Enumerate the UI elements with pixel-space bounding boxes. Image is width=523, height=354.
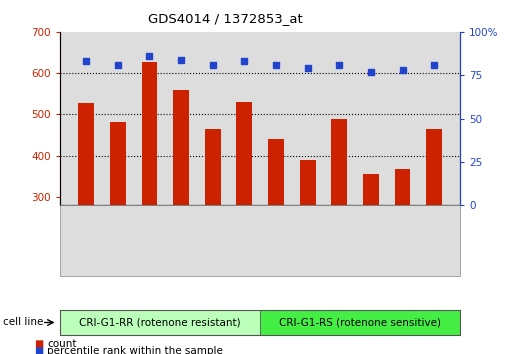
Bar — [236, 103, 252, 205]
Text: ■: ■ — [35, 339, 44, 349]
Text: cell line: cell line — [3, 318, 43, 327]
Text: ■: ■ — [35, 346, 44, 354]
Point — [145, 53, 154, 59]
Text: percentile rank within the sample: percentile rank within the sample — [47, 346, 223, 354]
Bar — [426, 129, 442, 205]
Bar — [268, 139, 284, 205]
Point — [209, 62, 217, 68]
Point — [82, 58, 90, 64]
Bar — [205, 129, 221, 205]
Text: count: count — [47, 339, 76, 349]
Point — [399, 67, 407, 73]
Point — [367, 69, 375, 75]
Bar — [300, 160, 315, 205]
Point — [240, 58, 248, 64]
Text: CRI-G1-RR (rotenone resistant): CRI-G1-RR (rotenone resistant) — [79, 318, 241, 327]
Point — [177, 57, 185, 62]
Bar — [332, 119, 347, 205]
Bar — [363, 175, 379, 205]
Point — [272, 62, 280, 68]
Bar — [173, 90, 189, 205]
Bar — [78, 103, 94, 205]
Point — [113, 62, 122, 68]
Text: GDS4014 / 1372853_at: GDS4014 / 1372853_at — [147, 12, 302, 25]
Point — [430, 62, 438, 68]
Point — [335, 62, 344, 68]
Bar — [395, 169, 411, 205]
Bar — [110, 122, 126, 205]
Text: CRI-G1-RS (rotenone sensitive): CRI-G1-RS (rotenone sensitive) — [279, 318, 441, 327]
Point — [303, 65, 312, 71]
Bar — [142, 62, 157, 205]
